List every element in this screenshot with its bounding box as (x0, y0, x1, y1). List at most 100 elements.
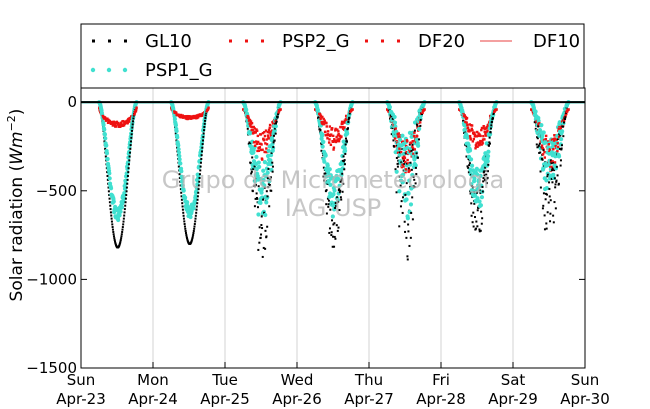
x-tick-label-date: Apr-25 (200, 390, 250, 408)
PSP2_G-point (251, 128, 254, 132)
GL10-point (405, 182, 408, 185)
PSP2_G-point (484, 132, 487, 136)
GL10-point (190, 239, 193, 242)
GL10-point (417, 138, 420, 141)
GL10-point (180, 195, 183, 198)
GL10-point (109, 211, 112, 214)
PSP2_G-point (413, 131, 416, 134)
GL10-point (340, 179, 343, 182)
GL10-point (201, 139, 204, 142)
PSP2_G-point (404, 168, 408, 171)
GL10-point (551, 167, 554, 170)
GL10-point (484, 166, 487, 169)
GL10-point (275, 120, 278, 123)
PSP1_G-point (476, 177, 481, 183)
GL10-point (559, 134, 562, 137)
GL10-point (419, 118, 422, 121)
GL10-point (112, 230, 115, 233)
PSP2_G-point (252, 125, 255, 129)
PSP2_G-point (423, 108, 426, 111)
GL10-point (549, 199, 552, 202)
GL10-point (407, 223, 410, 226)
PSP2_G-point (342, 128, 346, 131)
GL10-point (127, 171, 130, 174)
GL10-point (551, 169, 554, 172)
GL10-point (112, 235, 115, 238)
GL10-point (129, 144, 132, 147)
PSP2_G-point (256, 149, 259, 153)
GL10-point (343, 168, 346, 171)
GL10-point (491, 120, 494, 123)
PSP2_G-point (565, 112, 568, 116)
GL10-point (110, 220, 113, 223)
GL10-point (344, 137, 347, 140)
PSP1_G-point (468, 157, 474, 162)
GL10-point (411, 196, 414, 199)
GL10-point (264, 247, 267, 250)
PSP2_G-point (419, 121, 422, 124)
PSP2_G-point (393, 137, 397, 140)
PSP2_G-point (253, 127, 256, 130)
GL10-point (395, 156, 398, 159)
PSP1_G-point (474, 199, 479, 204)
PSP2_G-point (476, 130, 479, 134)
PSP2_G-point (328, 138, 331, 141)
GL10-point (325, 189, 328, 192)
GL10-point (109, 204, 112, 207)
PSP1_G-point (105, 156, 110, 162)
PSP2_G-point (331, 140, 335, 143)
GL10-point (113, 240, 116, 243)
GL10-point (198, 180, 201, 183)
x-tick-label-date: Apr-29 (488, 390, 538, 408)
PSP2_G-point (119, 121, 123, 124)
GL10-point (480, 210, 483, 213)
GL10-point (547, 201, 550, 204)
GL10-point (553, 169, 556, 172)
PSP1_G-point (181, 188, 186, 193)
GL10-point (250, 170, 253, 173)
PSP2_G-point (480, 128, 483, 132)
x-tick-label-weekday: Fri (432, 371, 450, 389)
GL10-point (403, 160, 406, 163)
PSP2_G-point (557, 135, 561, 138)
PSP2_G-point (553, 137, 556, 140)
GL10-point (548, 195, 551, 198)
legend-marker (92, 39, 95, 43)
GL10-point (406, 162, 409, 165)
PSP2_G-point (475, 142, 478, 145)
PSP2_G-point (263, 134, 267, 138)
PSP1_G-point (414, 137, 419, 142)
PSP2_G-point (477, 134, 480, 138)
PSP2_G-point (550, 138, 554, 141)
GL10-point (549, 220, 552, 223)
PSP2_G-point (400, 165, 404, 169)
PSP2_G-point (179, 113, 183, 117)
GL10-point (339, 180, 342, 183)
PSP1_G-point (262, 183, 267, 188)
x-tick-label-date: Apr-23 (56, 390, 106, 408)
PSP1_G-point (193, 193, 198, 199)
PSP1_G-point (543, 139, 548, 144)
GL10-point (398, 151, 401, 154)
PSP2_G-point (473, 135, 477, 138)
PSP2_G-point (465, 116, 469, 120)
legend-marker (245, 39, 248, 43)
GL10-point (195, 208, 198, 211)
GL10-point (123, 211, 126, 214)
legend: GL10 PSP2_G DF20 DF10 PSP1_G (90, 31, 580, 81)
PSP2_G-point (482, 134, 485, 138)
PSP2_G-point (175, 111, 178, 115)
GL10-point (536, 137, 539, 140)
GL10-point (268, 205, 271, 208)
GL10-point (194, 214, 197, 217)
GL10-point (204, 117, 207, 120)
PSP2_G-point (255, 142, 259, 146)
GL10-point (329, 208, 332, 211)
GL10-point (183, 225, 186, 228)
PSP1_G-point (475, 196, 480, 201)
PSP2_G-point (480, 126, 484, 130)
PSP1_G-point (267, 179, 272, 184)
GL10-point (265, 190, 268, 193)
PSP1_G-point (108, 186, 114, 191)
GL10-point (324, 172, 327, 175)
